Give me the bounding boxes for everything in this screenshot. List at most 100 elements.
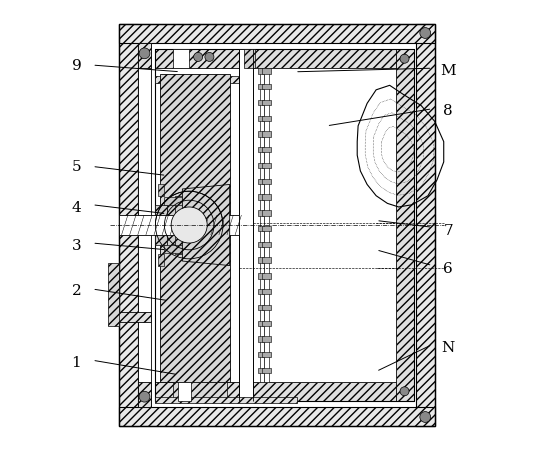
Bar (260, 69, 264, 382)
Bar (262, 211, 271, 216)
Bar (262, 69, 271, 74)
Bar (262, 195, 271, 200)
Bar (258, 195, 266, 200)
Bar (262, 116, 271, 122)
Bar (262, 274, 271, 279)
Bar (258, 321, 266, 326)
Text: 3: 3 (71, 239, 81, 253)
Bar (155, 205, 167, 246)
Bar (262, 179, 271, 184)
Bar (115, 312, 151, 322)
Text: 2: 2 (71, 284, 81, 298)
Bar (262, 305, 271, 310)
Bar (108, 264, 119, 327)
Circle shape (139, 49, 150, 60)
Bar (262, 132, 271, 138)
Bar (262, 85, 271, 90)
Bar (258, 179, 266, 184)
Bar (155, 77, 239, 83)
Bar (262, 163, 271, 169)
Circle shape (420, 28, 430, 39)
Bar (155, 50, 413, 69)
Text: 8: 8 (443, 104, 453, 118)
Bar (138, 44, 151, 69)
Circle shape (171, 207, 207, 244)
Circle shape (420, 412, 430, 423)
Bar (258, 368, 266, 373)
Bar (187, 237, 212, 243)
Bar (258, 336, 266, 342)
Bar (262, 101, 271, 106)
Bar (258, 148, 266, 153)
Bar (187, 207, 212, 213)
Text: 4: 4 (71, 201, 81, 215)
Bar (157, 255, 165, 266)
Bar (258, 258, 266, 263)
Bar (253, 69, 396, 382)
Bar (239, 382, 253, 401)
Bar (155, 50, 413, 401)
Bar (264, 69, 269, 382)
Bar (258, 274, 266, 279)
Bar (396, 50, 413, 401)
Bar (138, 382, 151, 407)
Bar (135, 226, 155, 229)
Bar (258, 132, 266, 138)
Bar (258, 352, 266, 358)
Bar (239, 50, 253, 69)
Circle shape (194, 53, 203, 62)
Bar (258, 69, 266, 74)
Bar (258, 163, 266, 169)
Bar (262, 148, 271, 153)
Bar (165, 246, 191, 254)
Bar (258, 290, 266, 295)
Bar (173, 382, 228, 401)
Bar (244, 50, 255, 69)
Text: 5: 5 (71, 160, 81, 174)
Bar (262, 258, 271, 263)
Text: 1: 1 (71, 356, 81, 370)
Bar (119, 25, 435, 44)
Circle shape (205, 53, 214, 62)
Bar (258, 101, 266, 106)
Bar (165, 197, 191, 205)
Bar (160, 75, 230, 382)
Bar (155, 397, 297, 404)
Bar (258, 116, 266, 122)
Bar (262, 368, 271, 373)
Circle shape (139, 391, 150, 402)
Bar (173, 50, 189, 69)
Bar (258, 242, 266, 248)
Bar (239, 50, 253, 401)
Bar (157, 185, 165, 196)
Circle shape (400, 387, 409, 396)
Text: 6: 6 (443, 261, 453, 275)
Bar (262, 290, 271, 295)
Bar (416, 25, 435, 426)
Bar (119, 25, 138, 426)
Circle shape (400, 55, 409, 64)
Text: 7: 7 (443, 223, 453, 237)
Bar (119, 216, 239, 235)
Bar (258, 305, 266, 310)
Bar (262, 336, 271, 342)
Bar (155, 382, 413, 401)
Bar (262, 226, 271, 232)
Bar (258, 85, 266, 90)
Bar (187, 192, 212, 198)
Bar (119, 25, 435, 426)
Bar (135, 219, 155, 222)
Bar (187, 253, 212, 258)
Bar (175, 196, 186, 255)
Bar (119, 407, 435, 426)
Text: 9: 9 (71, 59, 81, 73)
Bar (262, 352, 271, 358)
Bar (178, 382, 191, 401)
Bar (138, 44, 151, 407)
Bar (262, 242, 271, 248)
Bar (258, 226, 266, 232)
Bar (258, 211, 266, 216)
Text: M: M (440, 64, 456, 78)
Text: N: N (442, 340, 455, 354)
Bar (167, 201, 176, 250)
